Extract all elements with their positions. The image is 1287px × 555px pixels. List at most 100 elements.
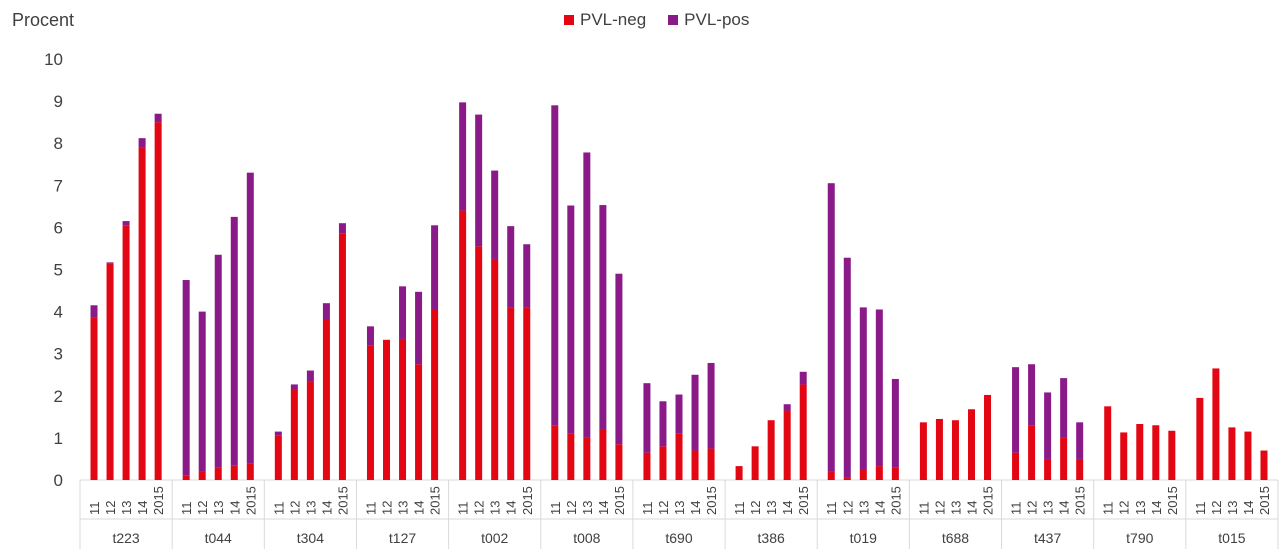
- x-tick-label-year: 2015: [520, 486, 535, 515]
- bar-pvl-neg: [1228, 427, 1236, 480]
- bar-pvl-neg: [643, 452, 651, 480]
- bar-pvl-neg: [431, 309, 439, 480]
- x-tick-label-year: 12: [1209, 501, 1224, 515]
- y-tick-label: 2: [54, 387, 63, 406]
- bar-pvl-neg: [138, 147, 146, 480]
- bar-pvl-neg: [967, 409, 975, 480]
- bar-pvl-neg: [659, 446, 667, 480]
- bar-pvl-neg: [891, 467, 899, 480]
- x-group-label: t008: [573, 530, 600, 546]
- bar-pvl-neg: [1076, 458, 1084, 480]
- x-tick-label-year: 11: [271, 502, 286, 516]
- x-tick-label-year: 14: [964, 501, 979, 515]
- x-tick-label-year: 2015: [612, 486, 627, 515]
- bar-pvl-neg: [459, 210, 467, 480]
- x-tick-label-year: 11: [548, 502, 563, 516]
- x-group-label: t044: [205, 530, 232, 546]
- x-tick-label-year: 14: [1149, 501, 1164, 515]
- bar-pvl-pos: [843, 257, 851, 478]
- y-tick-label: 3: [54, 345, 63, 364]
- bar-pvl-neg: [567, 433, 575, 480]
- legend-swatch-pvl-neg: [564, 15, 574, 25]
- bar-pvl-pos: [523, 244, 531, 308]
- bar-pvl-pos: [615, 273, 623, 445]
- y-tick-label: 4: [54, 303, 63, 322]
- x-tick-label-year: 14: [227, 501, 242, 515]
- bar-pvl-neg: [1044, 458, 1052, 480]
- x-tick-label-year: 13: [580, 501, 595, 515]
- bar-pvl-neg: [1120, 432, 1128, 480]
- bar-pvl-neg: [274, 435, 282, 480]
- bar-pvl-pos: [491, 170, 499, 259]
- x-tick-label-year: 2015: [796, 486, 811, 515]
- bar-pvl-neg: [90, 317, 98, 480]
- bar-pvl-pos: [475, 114, 483, 247]
- y-tick-label: 9: [54, 92, 63, 111]
- bar-pvl-neg: [230, 465, 238, 480]
- legend-label-pvl-pos: PVL-pos: [684, 10, 750, 29]
- bar-pvl-pos: [1060, 378, 1068, 438]
- x-tick-label-year: 11: [732, 502, 747, 516]
- x-tick-label-year: 12: [103, 501, 118, 515]
- x-group-label: t688: [942, 530, 969, 546]
- x-tick-label-year: 14: [412, 501, 427, 515]
- legend-item-pvl-pos: PVL-pos: [668, 10, 749, 30]
- bar-pvl-pos: [1044, 392, 1052, 459]
- bar-pvl-pos: [707, 362, 715, 449]
- x-group-label: t223: [112, 530, 139, 546]
- bar-pvl-pos: [551, 105, 559, 426]
- x-tick-label-year: 14: [319, 501, 334, 515]
- x-tick-label-year: 11: [824, 502, 839, 516]
- x-tick-label-year: 14: [1057, 501, 1072, 515]
- x-tick-label-year: 12: [195, 501, 210, 515]
- x-tick-label-year: 13: [119, 501, 134, 515]
- x-tick-label-year: 2015: [335, 486, 350, 515]
- bar-pvl-neg: [783, 410, 791, 480]
- x-group-label: t127: [389, 530, 416, 546]
- y-tick-label: 10: [44, 50, 63, 69]
- bar-pvl-neg: [198, 471, 206, 480]
- bar-pvl-neg: [1060, 437, 1068, 480]
- bar-pvl-neg: [214, 467, 222, 480]
- x-tick-label-year: 2015: [888, 486, 903, 515]
- x-tick-label-year: 2015: [1257, 486, 1272, 515]
- bar-pvl-neg: [154, 122, 162, 481]
- bar-pvl-neg: [306, 381, 314, 480]
- x-group-label: t019: [850, 530, 877, 546]
- y-tick-label: 1: [54, 429, 63, 448]
- bar-pvl-pos: [891, 378, 899, 468]
- bar-pvl-neg: [951, 420, 959, 480]
- y-tick-label: 0: [54, 471, 63, 490]
- x-tick-label-year: 11: [363, 502, 378, 516]
- x-tick-label-year: 11: [456, 502, 471, 516]
- x-tick-label-year: 2015: [243, 486, 258, 515]
- bar-pvl-pos: [599, 205, 607, 430]
- x-tick-label-year: 14: [135, 501, 150, 515]
- bar-pvl-pos: [675, 394, 683, 434]
- x-tick-label-year: 11: [87, 502, 102, 516]
- x-tick-label-year: 11: [916, 502, 931, 516]
- bar-pvl-pos: [875, 309, 883, 467]
- x-tick-label-year: 12: [748, 501, 763, 515]
- legend-item-pvl-neg: PVL-neg: [564, 10, 646, 30]
- bar-pvl-pos: [783, 404, 791, 411]
- x-tick-label-year: 11: [1009, 502, 1024, 516]
- bar-pvl-pos: [827, 183, 835, 472]
- bar-pvl-pos: [290, 384, 298, 390]
- bar-pvl-neg: [491, 258, 499, 480]
- bar-pvl-pos: [1028, 364, 1036, 426]
- x-group-label: t437: [1034, 530, 1061, 546]
- bar-pvl-neg: [290, 389, 298, 480]
- bar-pvl-pos: [567, 205, 575, 434]
- x-tick-label-year: 2015: [428, 486, 443, 515]
- bar-pvl-neg: [599, 429, 607, 480]
- bar-pvl-pos: [366, 326, 374, 346]
- x-tick-label-year: 2015: [1073, 486, 1088, 515]
- bar-pvl-pos: [1012, 367, 1020, 453]
- bar-pvl-neg: [551, 425, 559, 480]
- y-axis-title: Procent: [12, 10, 75, 30]
- x-group-label: t386: [758, 530, 785, 546]
- x-tick-label-year: 12: [1117, 501, 1132, 515]
- bar-pvl-neg: [1012, 452, 1020, 480]
- bar-pvl-neg: [1196, 397, 1204, 480]
